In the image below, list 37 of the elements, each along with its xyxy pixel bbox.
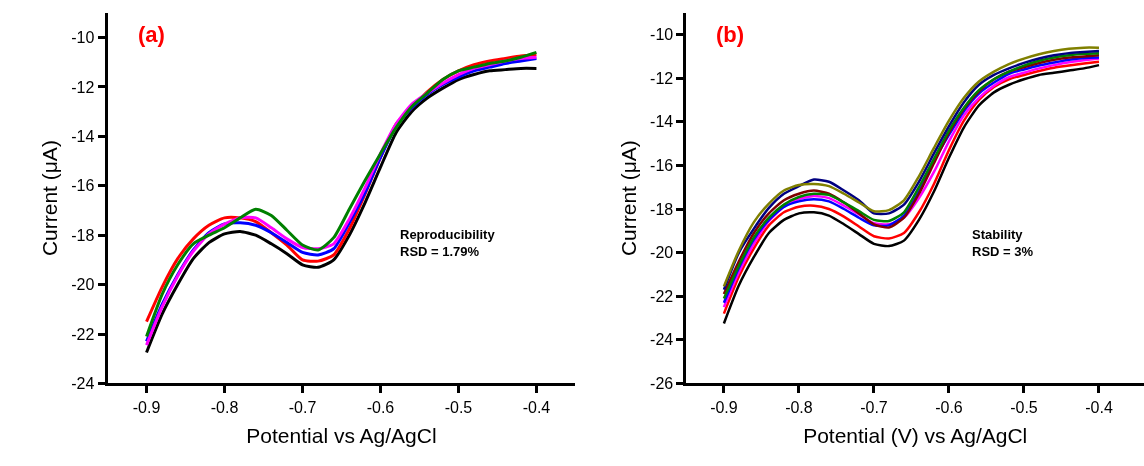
- y-tick-label: -20: [650, 244, 674, 262]
- y-tick-label: -16: [71, 177, 95, 195]
- y-tick-label: -20: [71, 276, 95, 294]
- x-tick-label: -0.7: [288, 398, 317, 416]
- y-tick-label: -18: [71, 226, 95, 244]
- x-tick-label: -0.5: [1010, 398, 1038, 416]
- y-tick-label: -10: [650, 26, 674, 44]
- y-tick-label: -12: [650, 69, 674, 87]
- x-tick-label: -0.8: [785, 398, 813, 416]
- x-tick-label: -0.7: [860, 398, 888, 416]
- y-axis-title: Current (μA): [617, 140, 641, 257]
- annotation: (b): [716, 22, 745, 47]
- y-tick-label: -12: [71, 78, 95, 96]
- annotation: (a): [138, 22, 165, 47]
- y-tick-label: -18: [650, 200, 674, 218]
- annotation: Stability RSD = 3%: [972, 227, 1034, 259]
- x-tick-label: -0.9: [132, 398, 161, 416]
- x-axis-title: Potential (V) vs Ag/AgCl: [803, 423, 1028, 447]
- y-tick-label: -22: [650, 287, 674, 305]
- y-tick-label: -24: [650, 331, 674, 349]
- y-tick-label: -24: [71, 375, 95, 393]
- annotation: Reproducibility RSD = 1.79%: [400, 227, 496, 259]
- y-tick-label: -14: [71, 127, 95, 145]
- y-axis-title: Current (μA): [38, 140, 62, 257]
- y-tick-label: -16: [650, 157, 674, 175]
- x-tick-label: -0.6: [935, 398, 963, 416]
- x-tick-label: -0.6: [366, 398, 395, 416]
- x-tick-label: -0.4: [522, 398, 551, 416]
- x-tick-label: -0.4: [1085, 398, 1113, 416]
- y-tick-label: -10: [71, 29, 95, 47]
- x-tick-label: -0.8: [210, 398, 239, 416]
- y-tick-label: -26: [650, 375, 674, 393]
- y-tick-label: -22: [71, 325, 95, 343]
- x-tick-label: -0.9: [710, 398, 738, 416]
- x-axis-title: Potential vs Ag/AgCl: [246, 423, 437, 447]
- x-tick-label: -0.5: [444, 398, 473, 416]
- y-tick-label: -14: [650, 113, 674, 131]
